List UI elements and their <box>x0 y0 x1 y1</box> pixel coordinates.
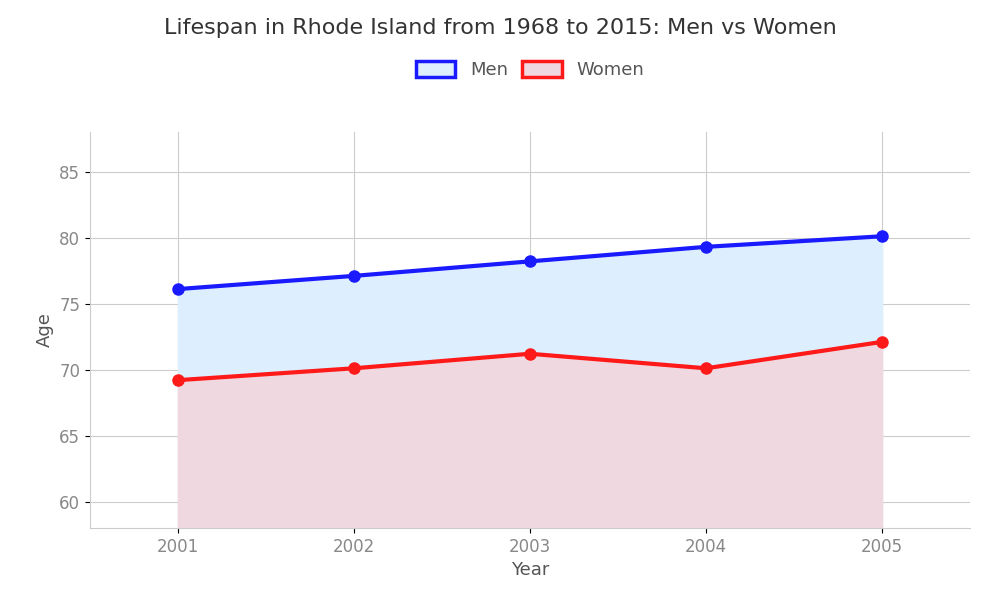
Men <box>700 243 712 250</box>
Text: Lifespan in Rhode Island from 1968 to 2015: Men vs Women: Lifespan in Rhode Island from 1968 to 20… <box>164 18 836 38</box>
Legend: Men, Women: Men, Women <box>409 54 651 86</box>
Women <box>700 365 712 372</box>
Women <box>348 365 360 372</box>
X-axis label: Year: Year <box>511 561 549 579</box>
Men <box>172 286 184 293</box>
Men <box>876 233 888 240</box>
Men <box>524 258 536 265</box>
Women <box>524 350 536 358</box>
Men <box>348 272 360 280</box>
Y-axis label: Age: Age <box>36 313 54 347</box>
Line: Women: Women <box>172 337 888 386</box>
Line: Men: Men <box>172 231 888 295</box>
Women <box>172 377 184 384</box>
Women <box>876 338 888 346</box>
